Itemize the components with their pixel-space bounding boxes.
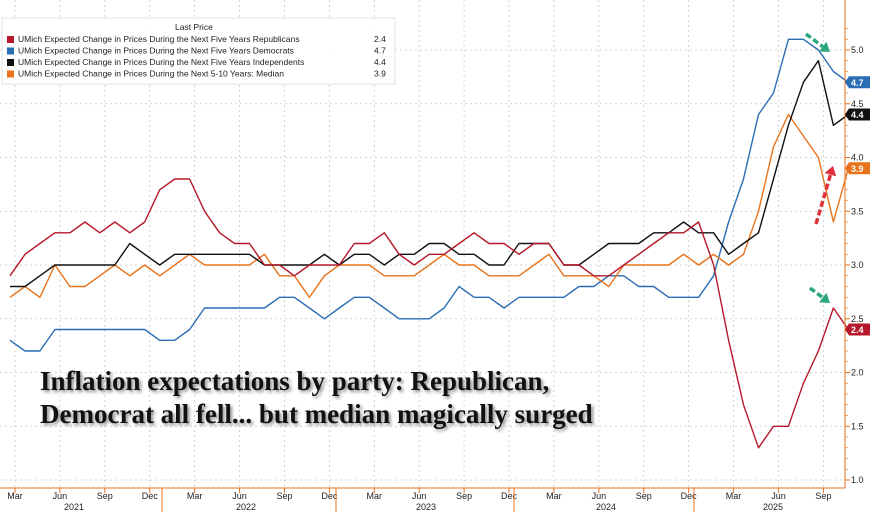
last-price-tag: [845, 162, 870, 175]
last-price-text: 2.4: [851, 325, 864, 335]
last-price-label-3: 3.9: [845, 162, 870, 175]
x-tick-label: Jun: [592, 491, 607, 501]
legend-title: Last Price: [175, 22, 213, 32]
y-tick-label: 1.0: [851, 475, 864, 485]
legend-entry-3: UMich Expected Change in Prices During t…: [18, 69, 284, 79]
last-price-label-2: 4.4: [845, 108, 870, 121]
legend-entry-2: UMich Expected Change in Prices During t…: [18, 57, 304, 67]
y-tick-label: 4.5: [851, 99, 864, 109]
x-tick-label: Sep: [97, 491, 113, 501]
median-up-arrow: [814, 166, 837, 225]
x-axis: Mar Jun Sep Dec Mar Jun Sep Dec Mar Jun Sep Dec Mar J…: [7, 488, 831, 512]
legend-swatch-0: [7, 36, 14, 43]
x-tick-label: Jun: [412, 491, 427, 501]
x-tick-label: Dec: [142, 491, 159, 501]
x-tick-label: Dec: [321, 491, 338, 501]
x-tick-label: Mar: [7, 491, 23, 501]
x-tick-label: Mar: [187, 491, 203, 501]
series-lines: [9, 38, 849, 449]
x-tick-label: Jun: [53, 491, 68, 501]
series-line-0: [9, 178, 849, 449]
last-price-text: 4.4: [851, 110, 864, 120]
year-label: 2025: [763, 502, 783, 512]
last-price-label-0: 2.4: [845, 323, 870, 336]
year-label: 2022: [236, 502, 256, 512]
legend-entry-0: UMich Expected Change in Prices During t…: [18, 34, 300, 44]
legend-value-1: 4.7: [374, 46, 386, 56]
y-tick-label: 3.0: [851, 260, 864, 270]
y-tick-label: 1.5: [851, 421, 864, 431]
x-tick-label: Sep: [815, 491, 831, 501]
y-tick-label: 5.0: [851, 45, 864, 55]
x-tick-label: Mar: [546, 491, 562, 501]
democrats-down-arrow: [804, 32, 830, 52]
last-price-tag: [845, 108, 870, 121]
republicans-down-arrow: [808, 286, 830, 303]
last-price-label-1: 4.7: [845, 76, 870, 89]
y-axis: 1.0 1.5 2.0 2.5 3.0 3.5 4.0 4.5 5.0: [845, 28, 864, 485]
legend-swatch-3: [7, 70, 14, 78]
last-price-tag: [845, 76, 870, 89]
x-tick-label: Dec: [681, 491, 698, 501]
legend-entry-1: UMich Expected Change in Prices During t…: [18, 46, 294, 56]
last-price-text: 4.7: [851, 78, 864, 88]
x-tick-label: Dec: [501, 491, 518, 501]
legend-value-0: 2.4: [374, 34, 386, 44]
legend: Last Price UMich Expected Change in Price…: [1, 17, 396, 85]
year-label: 2023: [416, 502, 436, 512]
x-tick-label: Sep: [276, 491, 292, 501]
last-price-tag: [845, 323, 870, 336]
last-price-labels: 2.4 4.7 4.4 3.9: [845, 76, 870, 336]
legend-swatch-1: [7, 47, 14, 55]
headline-annotation: Inflation expectations by party: Republi…: [40, 365, 660, 431]
y-tick-label: 3.5: [851, 206, 864, 216]
annotation-line-1: Inflation expectations by party: Republi…: [40, 366, 550, 396]
series-line-3: [9, 113, 849, 298]
annotation-line-2: Democrat all fell... but median magicall…: [40, 399, 593, 429]
year-label: 2021: [64, 502, 84, 512]
legend-value-3: 3.9: [374, 69, 386, 79]
x-tick-label: Sep: [456, 491, 472, 501]
x-tick-label: Mar: [726, 491, 742, 501]
y-tick-label: 2.5: [851, 314, 864, 324]
x-tick-label: Mar: [367, 491, 383, 501]
last-price-text: 3.9: [851, 164, 864, 174]
legend-swatch-2: [7, 59, 14, 66]
trend-arrows: [804, 32, 837, 303]
y-tick-label: 2.0: [851, 368, 864, 378]
x-tick-label: Sep: [636, 491, 652, 501]
legend-box: [1, 17, 396, 85]
x-tick-label: Jun: [232, 491, 247, 501]
year-label: 2024: [596, 502, 616, 512]
series-line-2: [10, 60, 849, 288]
legend-value-2: 4.4: [374, 57, 386, 67]
series-line-1: [9, 38, 849, 352]
x-tick-label: Jun: [771, 491, 786, 501]
y-tick-label: 4.0: [851, 153, 864, 163]
